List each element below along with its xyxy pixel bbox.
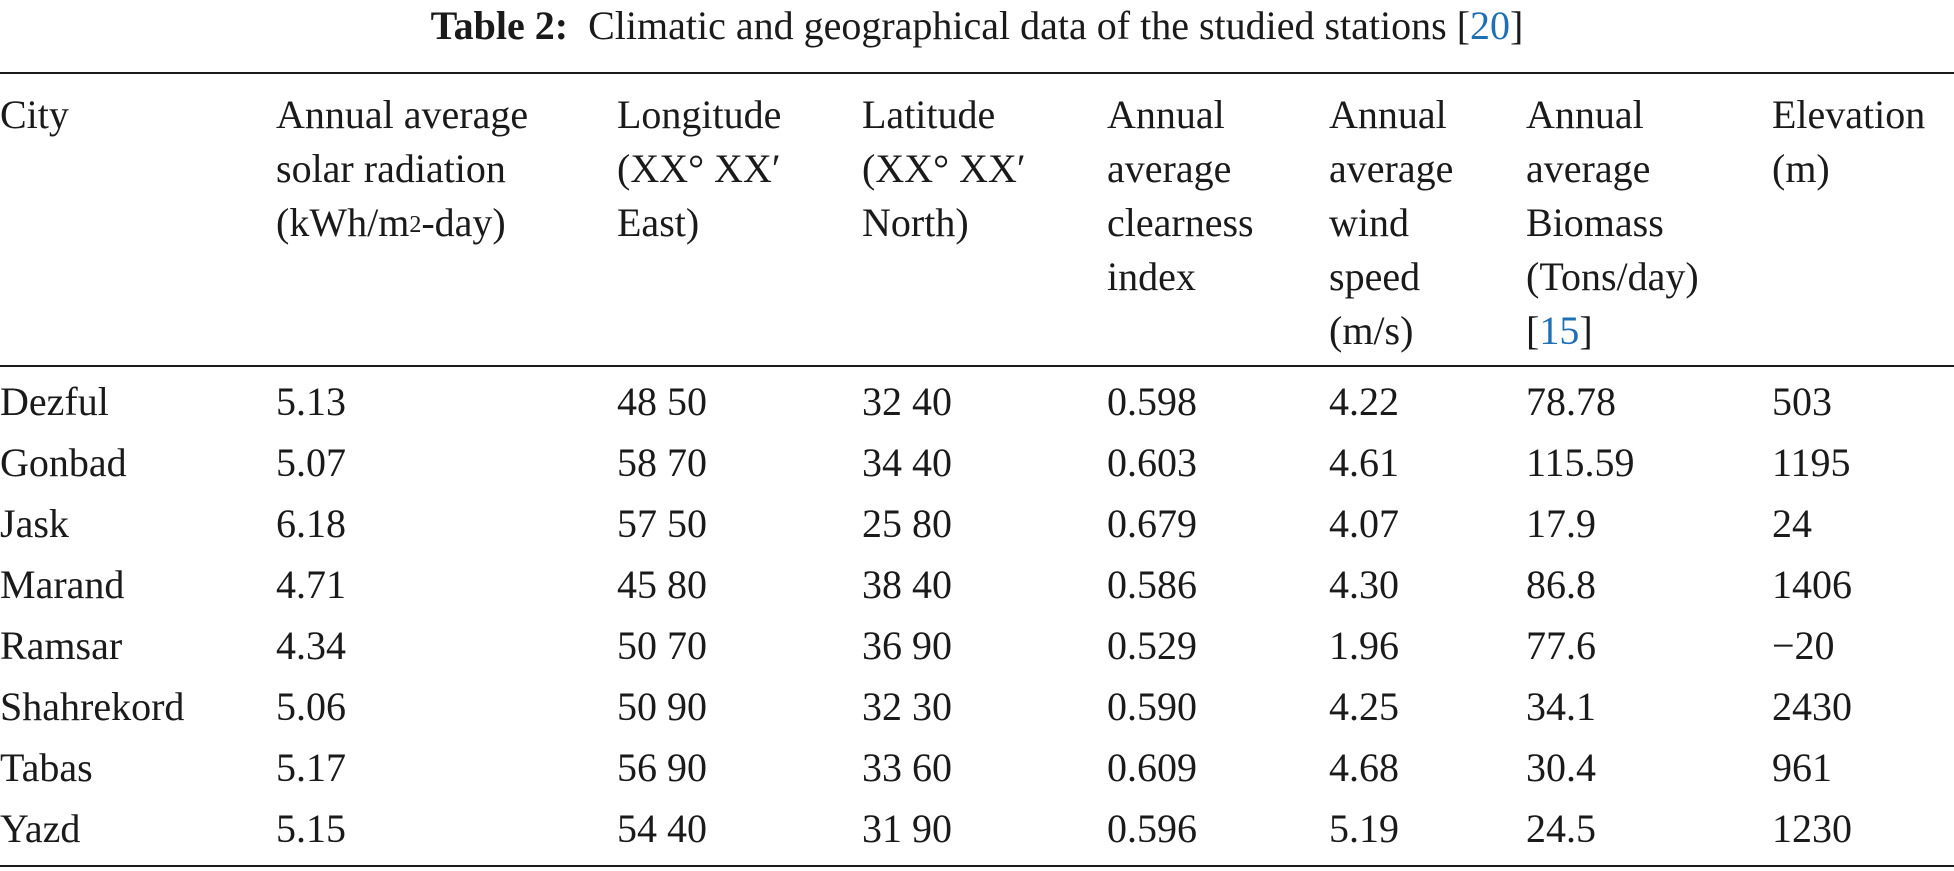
cell-wind-speed: 4.61 [1329, 440, 1399, 485]
cell-clearness-index: 0.529 [1107, 623, 1197, 668]
cell-longitude: 58 70 [617, 440, 707, 485]
cell-city: Marand [0, 562, 125, 607]
table-row: Tabas 5.17 56 90 33 60 0.609 4.68 30.4 961 [0, 737, 1954, 798]
cell-city: Jask [0, 501, 69, 546]
cell-solar-radiation: 6.18 [276, 501, 346, 546]
cell-solar-radiation: 5.06 [276, 684, 346, 729]
cell-biomass: 34.1 [1526, 684, 1596, 729]
cell-latitude: 38 40 [862, 562, 952, 607]
cell-clearness-index: 0.596 [1107, 806, 1197, 851]
cell-biomass: 115.59 [1526, 440, 1635, 485]
cell-city: Tabas [0, 745, 93, 790]
cell-solar-radiation: 4.71 [276, 562, 346, 607]
cell-city: Yazd [0, 806, 81, 851]
citation-link[interactable]: 15 [1539, 308, 1580, 353]
column-header-clearness-index: Annual average clearness index [1107, 92, 1254, 299]
cell-latitude: 36 90 [862, 623, 952, 668]
cell-longitude: 54 40 [617, 806, 707, 851]
cell-longitude: 56 90 [617, 745, 707, 790]
cell-clearness-index: 0.679 [1107, 501, 1197, 546]
cell-city: Shahrekord [0, 684, 185, 729]
cell-latitude: 34 40 [862, 440, 952, 485]
column-header-wind-speed: Annual average wind speed (m/s) [1329, 92, 1454, 353]
cell-latitude: 32 30 [862, 684, 952, 729]
cell-solar-radiation: 5.07 [276, 440, 346, 485]
table-row: Jask 6.18 57 50 25 80 0.679 4.07 17.9 24 [0, 493, 1954, 554]
caption-citation[interactable]: [20] [1457, 3, 1524, 48]
column-header-longitude: Longitude (XX° XX′ East) [617, 92, 782, 245]
cell-solar-radiation: 4.34 [276, 623, 346, 668]
citation-bracket-close: ] [1510, 3, 1524, 48]
cell-elevation: −20 [1772, 623, 1835, 668]
cell-wind-speed: 1.96 [1329, 623, 1399, 668]
cell-biomass: 17.9 [1526, 501, 1596, 546]
cell-city: Dezful [0, 379, 109, 424]
table-body: Dezful 5.13 48 50 32 40 0.598 4.22 78.78 503 Gon… [0, 365, 1954, 859]
cell-clearness-index: 0.609 [1107, 745, 1197, 790]
cell-city: Ramsar [0, 623, 123, 668]
cell-wind-speed: 4.25 [1329, 684, 1399, 729]
table-top-rule [0, 72, 1954, 74]
cell-latitude: 25 80 [862, 501, 952, 546]
cell-longitude: 57 50 [617, 501, 707, 546]
data-table: City Annual average solar radiation (kWh… [0, 74, 1954, 859]
unit-line: (kWh/m2-day) [276, 200, 506, 245]
table-bottom-rule [0, 865, 1954, 867]
cell-latitude: 32 40 [862, 379, 952, 424]
cell-clearness-index: 0.603 [1107, 440, 1197, 485]
cell-wind-speed: 4.30 [1329, 562, 1399, 607]
table-row: Gonbad 5.07 58 70 34 40 0.603 4.61 115.59 1195 [0, 432, 1954, 493]
cell-clearness-index: 0.586 [1107, 562, 1197, 607]
column-header-city: City [0, 92, 69, 137]
cell-biomass: 86.8 [1526, 562, 1596, 607]
column-header-solar-radiation: Annual average solar radiation (kWh/m2-d… [276, 74, 617, 365]
column-header-biomass: Annual average Biomass (Tons/day) [15] [1526, 74, 1772, 365]
cell-wind-speed: 4.07 [1329, 501, 1399, 546]
cell-elevation: 2430 [1772, 684, 1852, 729]
header-row: City Annual average solar radiation (kWh… [0, 74, 1954, 365]
cell-clearness-index: 0.590 [1107, 684, 1197, 729]
cell-latitude: 31 90 [862, 806, 952, 851]
cell-longitude: 48 50 [617, 379, 707, 424]
table-caption: Table 2: Climatic and geographical data … [0, 2, 1954, 50]
cell-biomass: 30.4 [1526, 745, 1596, 790]
caption-text: Climatic and geographical data of the st… [588, 3, 1447, 48]
cell-elevation: 24 [1772, 501, 1812, 546]
table-row: Shahrekord 5.06 50 90 32 30 0.590 4.25 34.1 243… [0, 676, 1954, 737]
cell-solar-radiation: 5.15 [276, 806, 346, 851]
caption-label: Table 2: [430, 3, 569, 48]
cell-solar-radiation: 5.17 [276, 745, 346, 790]
cell-wind-speed: 5.19 [1329, 806, 1399, 851]
table-row: Ramsar 4.34 50 70 36 90 0.529 1.96 77.6 −20 [0, 615, 1954, 676]
cell-elevation: 961 [1772, 745, 1832, 790]
cell-solar-radiation: 5.13 [276, 379, 346, 424]
cell-longitude: 45 80 [617, 562, 707, 607]
cell-elevation: 1195 [1772, 440, 1851, 485]
table-header-rule [0, 365, 1954, 367]
table-row: Yazd 5.15 54 40 31 90 0.596 5.19 24.5 1230 [0, 798, 1954, 859]
biomass-citation[interactable]: [15] [1526, 308, 1593, 353]
cell-elevation: 1230 [1772, 806, 1852, 851]
citation-bracket-open: [ [1456, 3, 1471, 48]
citation-link[interactable]: 20 [1470, 3, 1511, 48]
cell-biomass: 77.6 [1526, 623, 1596, 668]
cell-latitude: 33 60 [862, 745, 952, 790]
table-row: Dezful 5.13 48 50 32 40 0.598 4.22 78.78 503 [0, 365, 1954, 432]
table-row: Marand 4.71 45 80 38 40 0.586 4.30 86.8 1406 [0, 554, 1954, 615]
cell-elevation: 503 [1772, 379, 1832, 424]
cell-wind-speed: 4.68 [1329, 745, 1399, 790]
cell-city: Gonbad [0, 440, 127, 485]
cell-wind-speed: 4.22 [1329, 379, 1399, 424]
column-header-latitude: Latitude (XX° XX′ North) [862, 92, 1026, 245]
cell-clearness-index: 0.598 [1107, 379, 1197, 424]
cell-biomass: 24.5 [1526, 806, 1596, 851]
column-header-elevation: Elevation (m) [1772, 92, 1926, 191]
superscript-2: 2 [409, 212, 422, 238]
cell-elevation: 1406 [1772, 562, 1852, 607]
cell-longitude: 50 70 [617, 623, 707, 668]
cell-biomass: 78.78 [1526, 379, 1616, 424]
cell-longitude: 50 90 [617, 684, 707, 729]
